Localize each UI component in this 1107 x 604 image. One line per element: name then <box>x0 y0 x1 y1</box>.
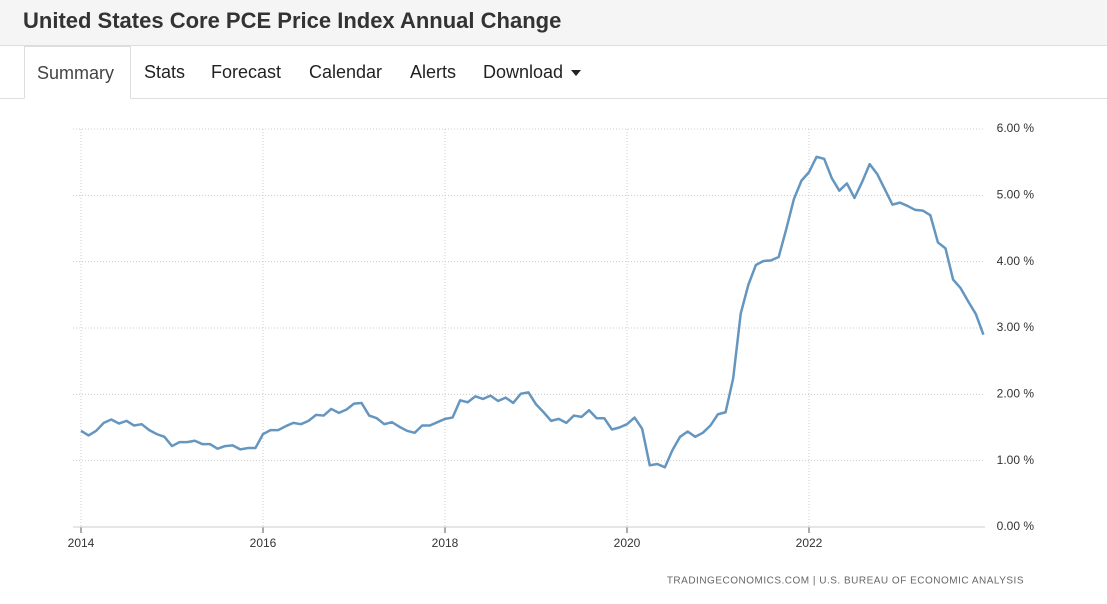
tab[interactable]: Download <box>471 46 593 98</box>
tab[interactable]: Calendar <box>297 46 394 98</box>
header: United States Core PCE Price Index Annua… <box>0 0 1107 46</box>
tab-label[interactable]: Stats <box>144 62 186 82</box>
tab[interactable]: Alerts <box>398 46 468 98</box>
tab[interactable]: Forecast <box>199 46 293 98</box>
y-tick-label: 5.00 % <box>997 188 1035 202</box>
x-tick-label: 2022 <box>796 536 823 550</box>
x-tick-label: 2014 <box>68 536 95 550</box>
tab[interactable]: Summary <box>24 46 131 99</box>
tab-label[interactable]: Alerts <box>410 62 457 82</box>
tab-label[interactable]: Summary <box>37 63 115 83</box>
y-tick-label: 1.00 % <box>997 453 1035 467</box>
tab-label[interactable]: Calendar <box>309 62 383 82</box>
data-line <box>80 155 985 469</box>
x-tick-label: 2018 <box>432 536 459 550</box>
dropdown-caret[interactable] <box>571 70 582 77</box>
tab-label[interactable]: Download <box>483 62 564 82</box>
x-tick-label: 2020 <box>614 536 641 550</box>
source: TRADINGECONOMICS.COM | U.S. BUREAU OF EC… <box>667 576 1024 587</box>
page-title: United States Core PCE Price Index Annua… <box>23 8 562 33</box>
x-tick-label: 2016 <box>250 536 277 550</box>
y-tick-label: 3.00 % <box>997 320 1035 334</box>
y-tick-label: 4.00 % <box>997 254 1035 268</box>
tab-bar: Summary Stats Forecast Calendar Alerts D… <box>0 46 1107 99</box>
y-tick-label: 6.00 % <box>997 121 1035 135</box>
tab-label[interactable]: Forecast <box>211 62 282 82</box>
y-tick-label: 2.00 % <box>997 387 1035 401</box>
tab[interactable]: Stats <box>132 46 197 98</box>
y-tick-label: 0.00 % <box>997 519 1035 533</box>
